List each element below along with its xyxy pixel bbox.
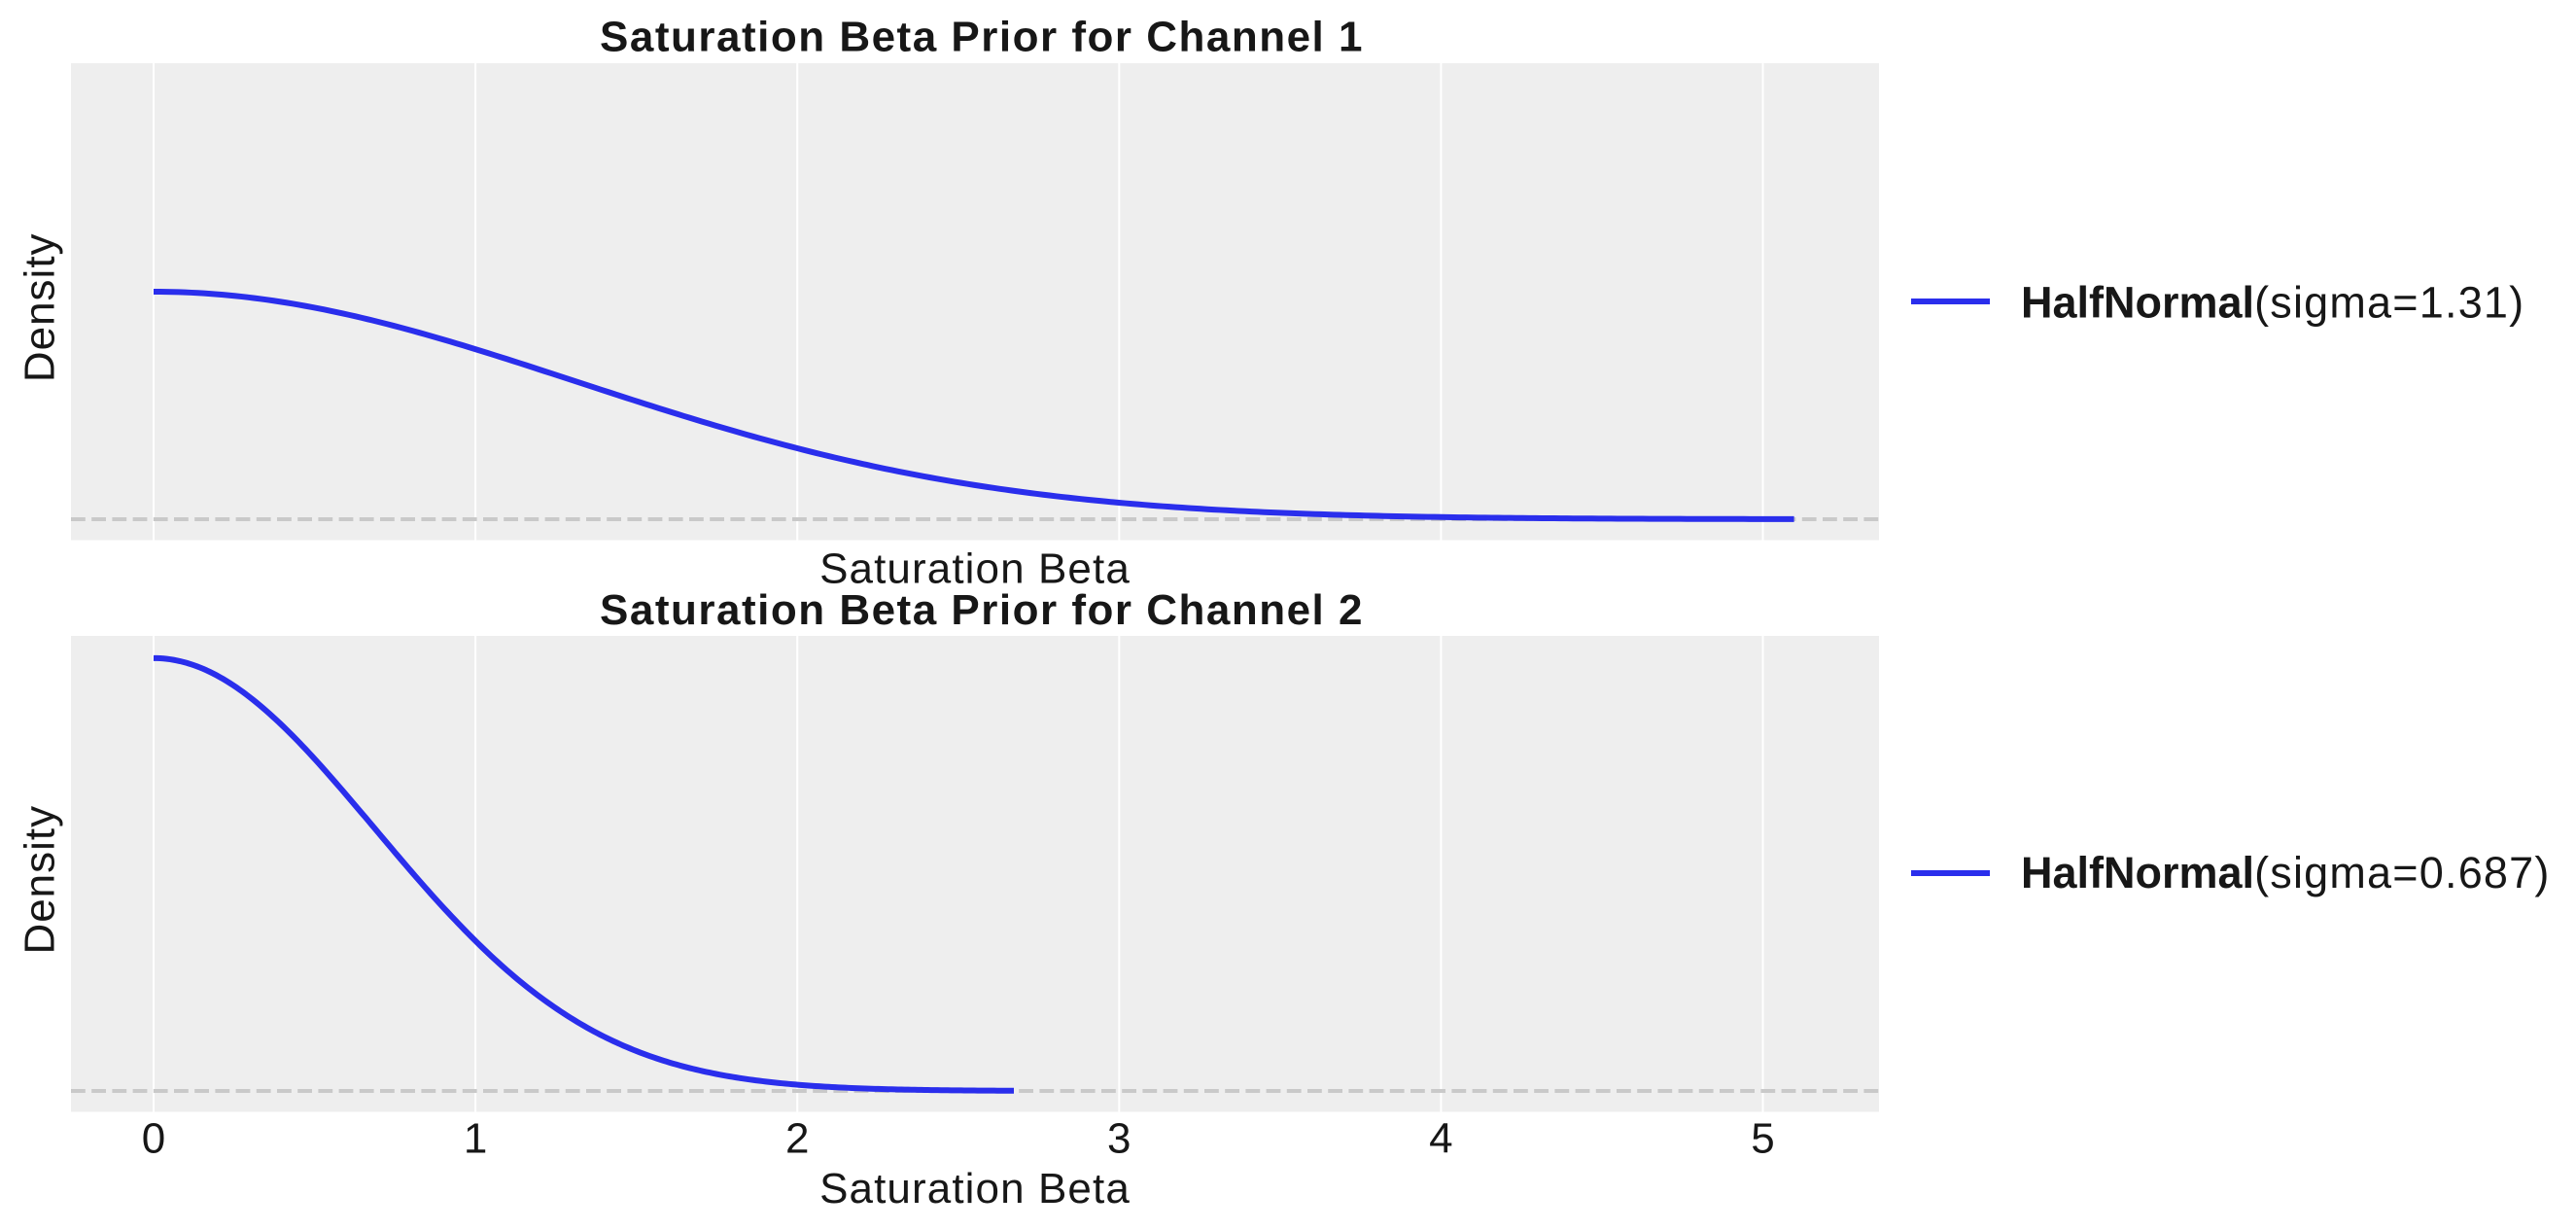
svg-text:5: 5: [1751, 1115, 1774, 1163]
svg-text:3: 3: [1107, 1115, 1131, 1163]
svg-text:Saturation Beta Prior for Chan: Saturation Beta Prior for Channel 2: [600, 586, 1364, 634]
svg-text:2: 2: [785, 1115, 809, 1163]
svg-text:HalfNormal(sigma=0.687): HalfNormal(sigma=0.687): [2021, 848, 2551, 897]
svg-text:4: 4: [1429, 1115, 1452, 1163]
svg-text:Saturation Beta: Saturation Beta: [819, 545, 1131, 593]
svg-text:Density: Density: [17, 232, 64, 382]
svg-text:Saturation Beta Prior for Chan: Saturation Beta Prior for Channel 1: [600, 14, 1364, 61]
svg-text:Saturation Beta: Saturation Beta: [819, 1165, 1131, 1212]
svg-text:1: 1: [464, 1115, 487, 1163]
svg-text:Density: Density: [17, 805, 64, 955]
svg-text:HalfNormal(sigma=1.31): HalfNormal(sigma=1.31): [2021, 277, 2524, 327]
svg-text:0: 0: [142, 1115, 165, 1163]
